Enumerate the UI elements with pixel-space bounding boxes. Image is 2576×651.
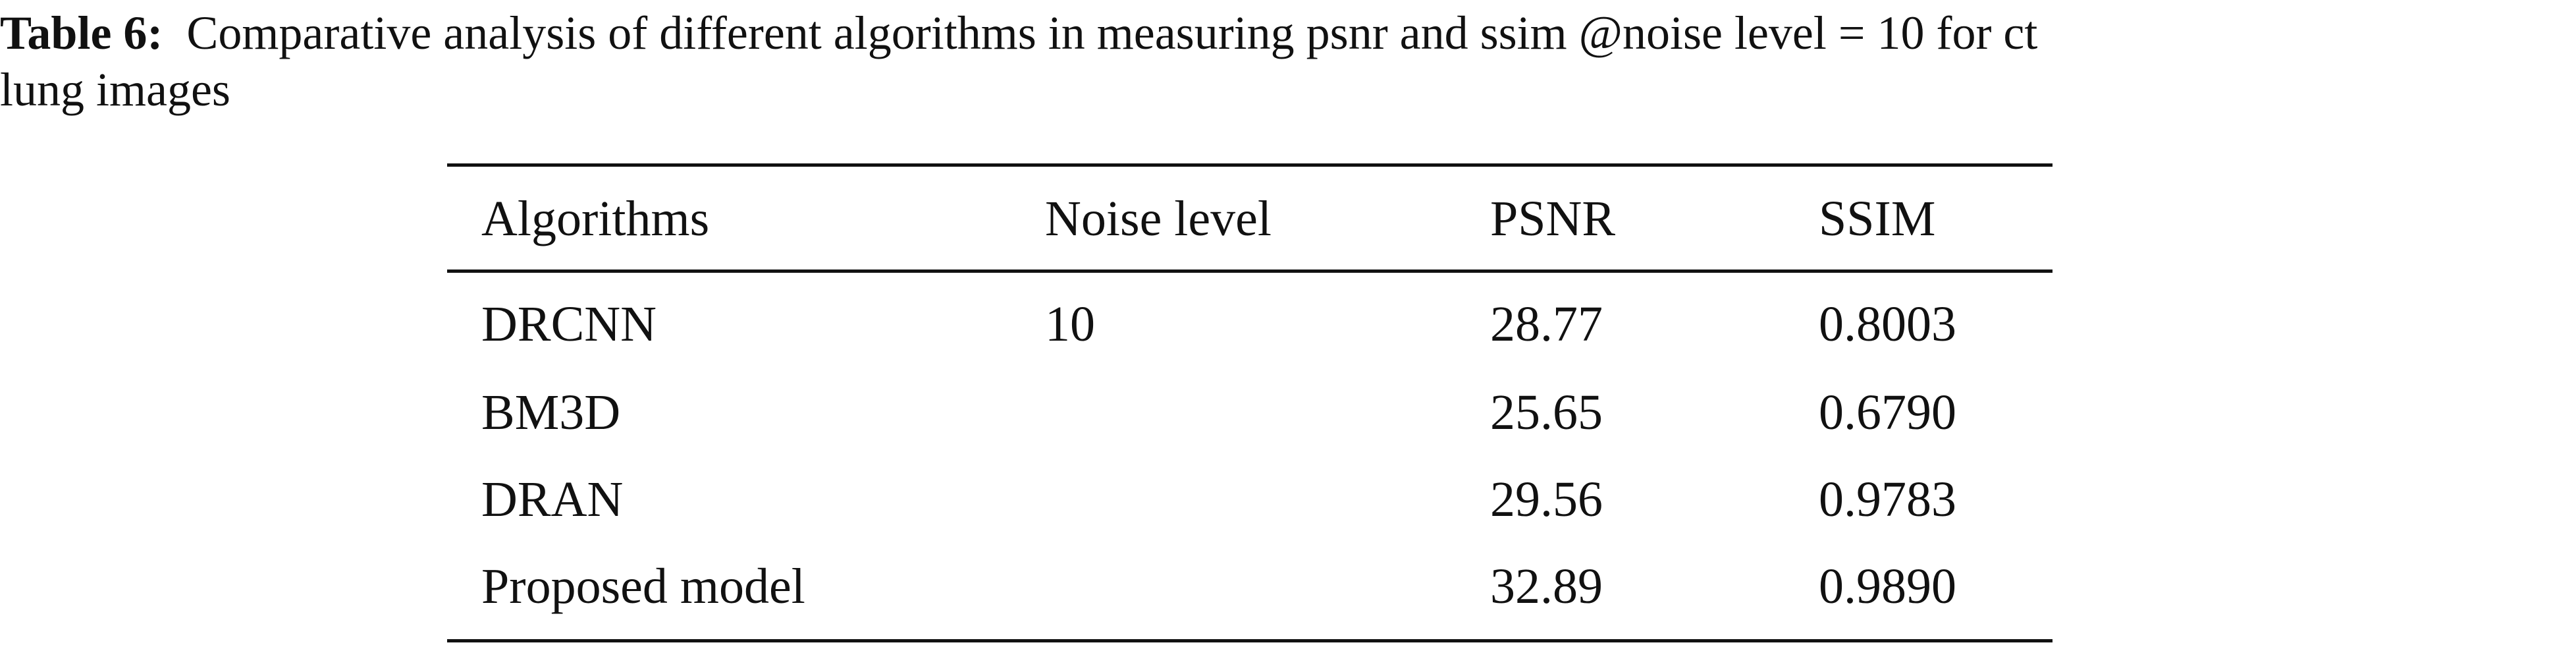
bottom-rule [447, 639, 2053, 642]
cell: 0.6790 [1819, 385, 1956, 440]
caption-text-line2: lung images [0, 63, 230, 116]
cell: 0.9890 [1819, 559, 1956, 614]
mid-rule [447, 269, 2053, 273]
cell: 28.77 [1490, 297, 1603, 352]
caption-line: Table 6: Comparative analysis of differe… [0, 9, 2037, 57]
cell: 32.89 [1490, 559, 1603, 614]
cell: 0.9783 [1819, 472, 1956, 527]
header-cell: PSNR [1490, 191, 1616, 246]
cell: BM3D [481, 385, 621, 440]
header-cell: Algorithms [481, 191, 710, 246]
cell: 25.65 [1490, 385, 1603, 440]
caption-label: Table 6: [0, 7, 163, 59]
cell: DRCNN [481, 297, 657, 352]
cell: 0.8003 [1819, 297, 1956, 352]
cell: 29.56 [1490, 472, 1603, 527]
cell: DRAN [481, 472, 624, 527]
header-cell: SSIM [1819, 191, 1936, 246]
header-cell: Noise level [1045, 191, 1272, 246]
top-rule [447, 163, 2053, 167]
caption-text: Comparative analysis of different algori… [186, 7, 2038, 59]
cell: Proposed model [481, 559, 805, 614]
cell: 10 [1045, 297, 1095, 352]
